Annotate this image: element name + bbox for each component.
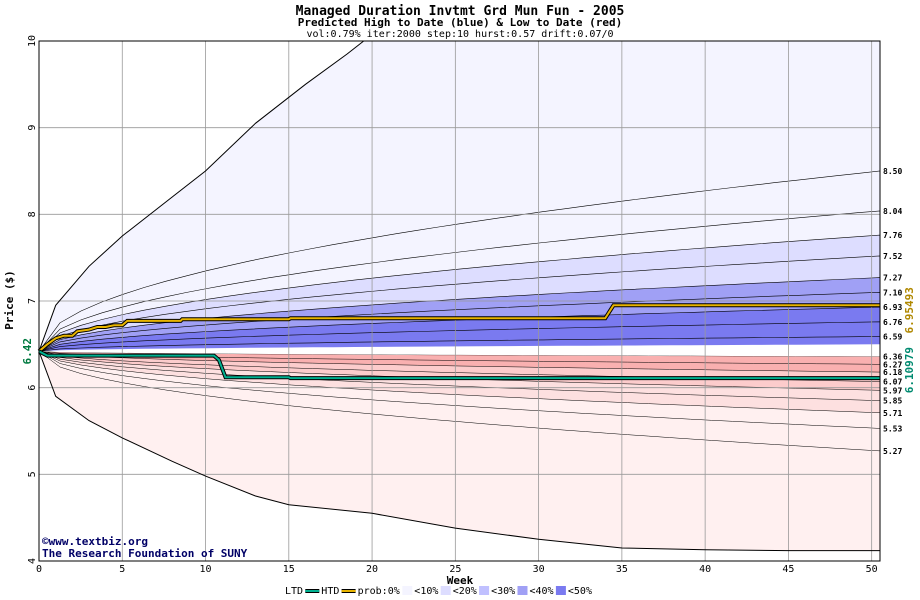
credit-url: ©www.textbiz.org — [42, 535, 148, 548]
legend-label-band-3: <30% — [491, 586, 515, 597]
x-tick-label: 15 — [283, 564, 295, 575]
series-lines — [37, 303, 880, 381]
x-tick-label: 5 — [119, 564, 125, 575]
legend-label-htd: HTD — [321, 586, 339, 597]
band-label-high: 6.93 — [883, 303, 902, 312]
x-tick-label: 25 — [449, 564, 461, 575]
band-label-high: 7.10 — [883, 288, 902, 297]
series-line-ltd — [38, 350, 880, 380]
legend-swatch-3 — [479, 586, 490, 595]
legend-label-band-1: <10% — [414, 586, 438, 597]
x-tick-label: 10 — [200, 564, 212, 575]
x-tick-label: 40 — [699, 564, 711, 575]
legend-label-band-5: <50% — [568, 586, 592, 597]
credit-org: The Research Foundation of SUNY — [42, 547, 248, 560]
y-tick-label: 6 — [27, 385, 38, 391]
y-tick-label: 9 — [27, 125, 38, 131]
legend-swatch-4 — [517, 586, 528, 595]
y-axis-ticks: 4 5 6 7 8 9 10 — [27, 35, 38, 564]
x-tick-label: 35 — [616, 564, 628, 575]
legend-label-ltd: LTD — [285, 586, 303, 597]
legend-swatch-5 — [555, 586, 566, 595]
plot-frame — [38, 40, 881, 562]
series-line-htd — [38, 304, 880, 353]
band-label-low: 6.18 — [883, 368, 902, 377]
legend-swatch-1 — [402, 586, 413, 595]
legend-label-band-2: <20% — [453, 586, 477, 597]
y-tick-label: 7 — [27, 298, 38, 304]
legend-label-band-4: <40% — [530, 586, 554, 597]
x-tick-label: 50 — [866, 564, 878, 575]
x-tick-label: 30 — [533, 564, 545, 575]
band-value-labels: 8.50 8.04 7.76 7.52 7.27 7.10 6.93 6.76 6.59 6.36… — [883, 167, 902, 456]
chart-title: Managed Duration Invtmt Grd Mun Fun - 20… — [296, 4, 625, 19]
legend-label-prob0: prob:0% — [358, 586, 400, 597]
y-tick-label: 5 — [27, 471, 38, 477]
band-label-high: 7.52 — [883, 252, 902, 261]
band-label-high: 7.76 — [883, 231, 902, 240]
chart-params: vol:0.79% iter:2000 step:10 hurst:0.57 d… — [306, 29, 613, 40]
band-label-high: 8.50 — [883, 167, 902, 176]
low-envelope-line — [38, 351, 880, 552]
band-label-high: 6.76 — [883, 318, 902, 327]
legend: LTD HTD prob:0% <10% <20% <30% <40% <50% — [285, 586, 592, 597]
x-tick-label: 45 — [782, 564, 794, 575]
band-label-low: 5.85 — [883, 397, 902, 406]
y-tick-label: 8 — [27, 211, 38, 217]
x-axis-label: Week — [447, 574, 474, 587]
band-label-high: 8.04 — [883, 207, 902, 216]
x-tick-label: 0 — [36, 564, 42, 575]
band-label-low: 6.07 — [883, 378, 902, 387]
legend-swatch-2 — [440, 586, 451, 595]
x-tick-label: 20 — [366, 564, 378, 575]
y-tick-label: 10 — [27, 35, 38, 47]
band-label-low: 5.97 — [883, 386, 902, 395]
band-label-low: 5.71 — [883, 409, 902, 418]
band-label-high: 6.59 — [883, 333, 902, 342]
htd-final-label: 6.95493 — [903, 287, 916, 333]
band-label-low: 6.27 — [883, 360, 902, 369]
band-center — [39, 344, 880, 357]
band-label-low: 6.36 — [883, 352, 902, 361]
high-envelope-line — [38, 40, 365, 352]
grid-lines — [39, 41, 880, 561]
chart-subtitle: Predicted High to Date (blue) & Low to D… — [298, 16, 623, 29]
band-label-low: 5.27 — [883, 447, 902, 456]
band-label-low: 5.53 — [883, 424, 902, 433]
ltd-final-label: 6.10979 — [903, 347, 916, 393]
start-price-label: 6.42 — [21, 338, 34, 365]
x-axis-ticks: 0 5 10 15 20 25 30 35 40 45 50 — [36, 564, 878, 575]
band-label-high: 7.27 — [883, 274, 902, 283]
envelope-lines — [38, 40, 880, 552]
y-axis-label: Price ($) — [3, 270, 16, 330]
legend-swatch-htd-fill — [341, 590, 356, 592]
y-tick-label: 4 — [27, 558, 38, 564]
legend-swatch-ltd-fill — [305, 590, 320, 592]
